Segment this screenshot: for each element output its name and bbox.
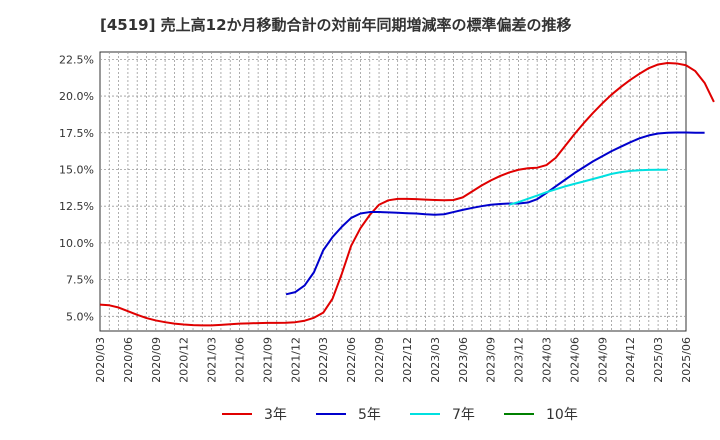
axis-layer: 5.0% 7.5% 10.0% 12.5% 15.0% 17.5% 20.0% 22.5% 20… <box>59 53 693 382</box>
x-tick-label: 2020/12 <box>178 337 191 383</box>
x-tick-label: 2023/06 <box>457 337 470 383</box>
x-tick-label: 2022/06 <box>345 337 358 383</box>
x-tick-label: 2023/12 <box>513 337 526 383</box>
series-line-3年 <box>99 62 715 327</box>
series-layer <box>99 62 715 327</box>
x-tick-label: 2024/09 <box>596 337 609 383</box>
x-tick-label: 2020/09 <box>150 337 163 383</box>
y-tick-label: 5.0% <box>66 310 94 323</box>
legend-label: 5年 <box>358 407 381 423</box>
x-tick-label: 2022/03 <box>317 337 330 383</box>
y-tick-label: 12.5% <box>59 200 94 213</box>
chart-title: [4519] 売上高12か月移動合計の対前年同期増減率の標準偏差の推移 <box>100 16 572 34</box>
legend-label: 10年 <box>546 407 578 423</box>
series-line-7年 <box>508 168 668 206</box>
x-tick-label: 2024/12 <box>624 337 637 383</box>
y-tick-label: 22.5% <box>59 53 94 66</box>
series-line-5年 <box>285 131 705 296</box>
y-tick-label: 7.5% <box>66 274 94 287</box>
x-tick-label: 2022/12 <box>401 337 414 383</box>
x-tick-label: 2021/09 <box>261 337 274 383</box>
x-tick-label: 2021/03 <box>206 337 219 383</box>
legend-label: 7年 <box>452 407 475 423</box>
x-tick-label: 2022/09 <box>373 337 386 383</box>
x-tick-label: 2020/06 <box>122 337 135 383</box>
x-tick-label: 2021/12 <box>289 337 302 383</box>
x-tick-label: 2020/03 <box>94 337 107 383</box>
y-tick-label: 15.0% <box>59 163 94 176</box>
plot-frame <box>99 51 687 332</box>
legend-layer: 3年 5年 7年 10年 <box>222 407 578 423</box>
x-tick-label: 2023/09 <box>485 337 498 383</box>
legend-label: 3年 <box>264 407 287 423</box>
y-tick-label: 10.0% <box>59 237 94 250</box>
x-tick-label: 2024/03 <box>540 337 553 383</box>
x-tick-label: 2024/06 <box>568 337 581 383</box>
x-tick-label: 2025/06 <box>680 337 693 383</box>
x-tick-label: 2021/06 <box>234 337 247 383</box>
x-tick-label: 2025/03 <box>652 337 665 383</box>
grid-layer <box>99 51 687 332</box>
x-tick-label: 2023/03 <box>429 337 442 383</box>
y-tick-label: 20.0% <box>59 90 94 103</box>
y-tick-label: 17.5% <box>59 127 94 140</box>
